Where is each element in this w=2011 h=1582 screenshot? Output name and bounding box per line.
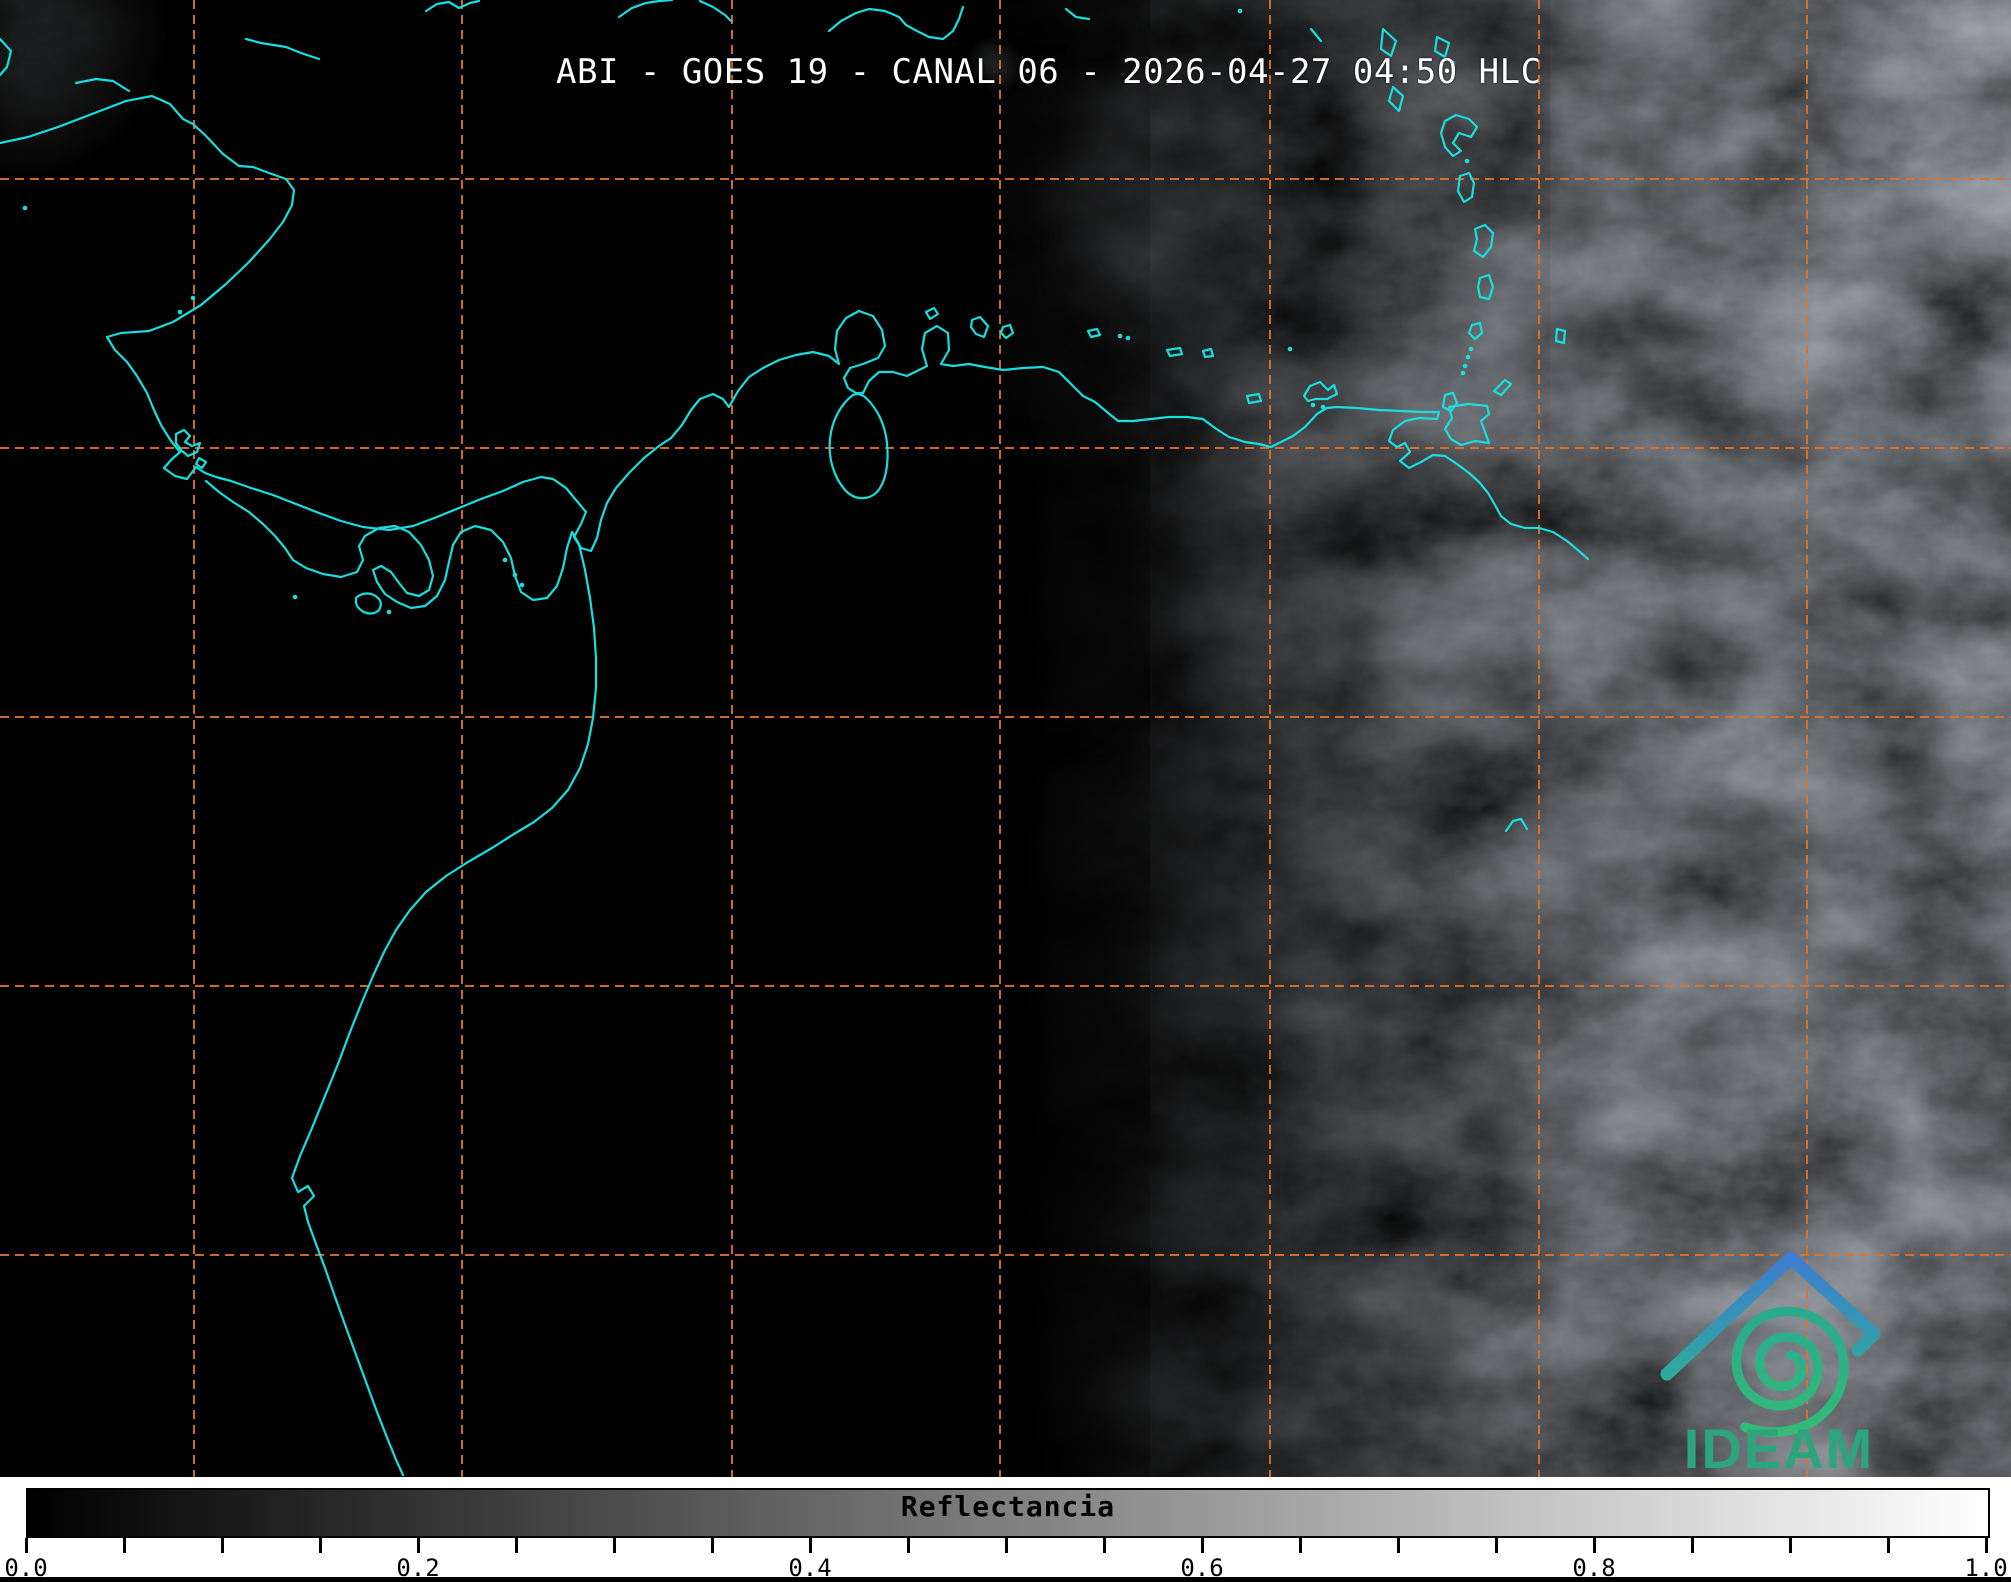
coastline-path [0, 37, 13, 77]
colorbar-tick [416, 1538, 420, 1553]
colorbar-tick [1690, 1538, 1694, 1553]
coastline-path [1441, 391, 1459, 413]
island-dot [1460, 370, 1466, 376]
island-dot [1125, 335, 1131, 341]
coastline-path [827, 5, 965, 41]
coastline-path [828, 392, 889, 500]
colorbar-tick-label: 0.8 [1572, 1554, 1616, 1582]
colorbar-tick-label: 0.2 [396, 1554, 440, 1582]
island-dot [1450, 60, 1456, 66]
island-dot [1320, 404, 1326, 410]
colorbar-tick [906, 1538, 910, 1553]
ideam-logo-text: IDEAM [1684, 1417, 1874, 1477]
coastline-path [244, 37, 321, 61]
colorbar-tick [1004, 1538, 1008, 1553]
coastline-path [1245, 392, 1263, 405]
coastline-path [1379, 27, 1398, 58]
colorbar-tick [1788, 1538, 1792, 1553]
coastline-path [0, 94, 1590, 561]
coastline-path [1554, 327, 1567, 345]
colorbar-label: Reflectancia [900, 1490, 1116, 1523]
island-dot [1237, 8, 1243, 14]
coastline-path [1467, 321, 1484, 341]
island-dot [292, 594, 298, 600]
colorbar-tick-label: 0.0 [4, 1554, 48, 1582]
island-dot [502, 557, 508, 563]
island-dot [1310, 402, 1316, 408]
island-dot [1468, 346, 1474, 352]
coastline-path [1064, 7, 1091, 21]
colorbar-tick [220, 1538, 224, 1553]
coastline-path [924, 306, 940, 321]
colorbar-tick [1494, 1538, 1498, 1553]
coastline-path [194, 456, 208, 470]
coastlines [0, 0, 1590, 1477]
colorbar-tick [1102, 1538, 1106, 1553]
coastline-path [174, 428, 202, 458]
coastline-path [1443, 402, 1491, 447]
coastline-path [1472, 223, 1495, 259]
coastline-path [1302, 380, 1339, 403]
ideam-roof-icon [1660, 1251, 1881, 1381]
island-dot [177, 309, 183, 315]
coastline-path [1439, 113, 1479, 158]
coastline-path [1476, 273, 1495, 301]
colorbar-tick [122, 1538, 126, 1553]
coastline-path [1165, 346, 1184, 358]
map-title: ABI - GOES 19 - CANAL 06 - 2026-04-27 04… [556, 52, 1542, 92]
coastline-path [1492, 378, 1513, 397]
colorbar-tick-label: 0.4 [788, 1554, 832, 1582]
colorbar-tick [1200, 1538, 1204, 1553]
island-dot [1117, 333, 1123, 339]
coastline-path [424, 0, 481, 13]
colorbar-tick [1592, 1538, 1596, 1553]
island-dot [22, 205, 28, 211]
coastline-path [698, 0, 733, 23]
colorbar-tick [318, 1538, 322, 1553]
coastline-path [204, 479, 598, 1477]
colorbar-panel: Reflectancia 0.0 0.2 0.4 0.6 0.8 1.0 [0, 1477, 2011, 1582]
ideam-logo: IDEAM [1660, 1251, 1881, 1477]
colorbar-tick [612, 1538, 616, 1553]
cloud-field [0, 0, 2011, 1477]
colorbar-tick [514, 1538, 518, 1553]
colorbar-tick-label: 1.0 [1964, 1554, 2008, 1582]
colorbar-tick-label: 0.6 [1180, 1554, 1224, 1582]
colorbar-tick [1298, 1538, 1302, 1553]
island-dot [386, 609, 392, 615]
island-dot [1287, 346, 1293, 352]
island-dot [1465, 354, 1471, 360]
coastline-path [617, 0, 674, 19]
island-dot [1464, 158, 1470, 164]
graticule [0, 0, 2011, 1477]
satellite-map: IDEAM ABI - GOES 19 - CANAL 06 - 2026-04… [0, 0, 2011, 1477]
island-dot [512, 572, 518, 578]
coastline-path [1309, 27, 1323, 43]
coastline-path [999, 323, 1015, 340]
coastline-path [1387, 85, 1405, 113]
map-canvas: IDEAM [0, 0, 2011, 1477]
colorbar-tick [1396, 1538, 1400, 1553]
island-dot [190, 295, 196, 301]
coastline-path [1201, 347, 1215, 359]
ideam-swirl-icon [1731, 1306, 1849, 1437]
coastline-path [1433, 35, 1451, 59]
colorbar-tick [808, 1538, 812, 1553]
coastline-path [1456, 171, 1476, 204]
colorbar-tick [1984, 1538, 1988, 1553]
coastline-path [969, 315, 990, 339]
island-dot [1462, 363, 1468, 369]
colorbar-tick [1886, 1538, 1890, 1553]
colorbar-tick [24, 1538, 28, 1553]
coastline-path [74, 77, 131, 93]
coastline-path [354, 592, 382, 615]
colorbar: Reflectancia [26, 1488, 1990, 1538]
coastline-path [1086, 327, 1102, 339]
island-dot [519, 582, 525, 588]
colorbar-tick [710, 1538, 714, 1553]
coastline-path [1504, 817, 1529, 833]
